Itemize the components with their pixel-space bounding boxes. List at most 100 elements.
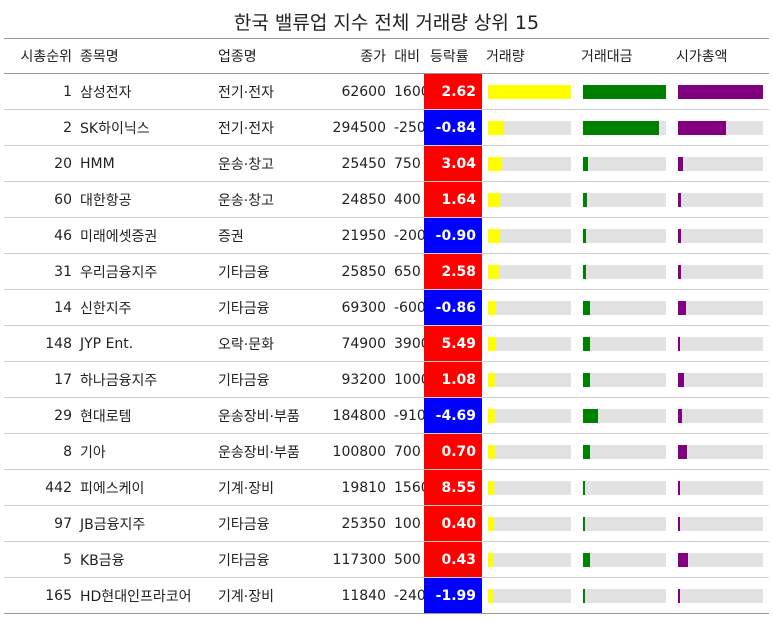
cell-amount <box>577 541 672 578</box>
col-header-amount: 거래대금 <box>577 38 672 74</box>
table-body: 1삼성전자전기·전자6260016002.622SK하이닉스전기·전자29450… <box>4 73 769 614</box>
volume-bar <box>488 192 501 207</box>
marketcap-bar <box>678 588 680 603</box>
amount-bar-track <box>583 264 666 279</box>
table-row: 31 우리금융지주 기타금융 25850 650 2.58 <box>4 253 769 290</box>
volume-bar-track <box>488 480 571 495</box>
amount-bar-track <box>583 156 666 171</box>
amount-bar-track <box>583 228 666 243</box>
cell-diff: 1600 <box>390 73 424 110</box>
volume-bar-track <box>488 516 571 531</box>
marketcap-bar <box>678 120 726 135</box>
cell-marketcap <box>672 109 769 146</box>
cell-volume <box>482 505 577 542</box>
table-row: 5 KB금융 기타금융 117300 500 0.43 <box>4 541 769 578</box>
amount-bar-track <box>583 336 666 351</box>
volume-bar <box>488 516 494 531</box>
cell-close: 294500 <box>322 109 390 146</box>
marketcap-bar-track <box>678 480 763 495</box>
cell-rank: 1 <box>4 73 76 110</box>
volume-bar-track <box>488 588 571 603</box>
cell-amount <box>577 73 672 110</box>
cell-rank: 17 <box>4 361 76 398</box>
amount-bar <box>583 120 660 135</box>
amount-bar-track <box>583 444 666 459</box>
marketcap-bar-track <box>678 336 763 351</box>
volume-bar-track <box>488 120 571 135</box>
cell-volume <box>482 109 577 146</box>
amount-bar-track <box>583 372 666 387</box>
col-header-name: 종목명 <box>76 38 214 74</box>
cell-diff: 750 <box>390 145 424 182</box>
cell-sector: 기타금융 <box>214 361 322 398</box>
cell-rate: 2.58 <box>424 253 482 290</box>
amount-bar <box>583 552 590 567</box>
volume-bar <box>488 372 496 387</box>
cell-marketcap <box>672 145 769 182</box>
cell-close: 21950 <box>322 217 390 254</box>
cell-amount <box>577 325 672 362</box>
cell-marketcap <box>672 361 769 398</box>
cell-amount <box>577 181 672 218</box>
cell-name: 현대로템 <box>76 397 214 434</box>
data-table: 시총순위 종목명 업종명 종가 대비 등락률 거래량 거래대금 시가총액 1 삼성… <box>4 38 769 614</box>
cell-close: 19810 <box>322 469 390 506</box>
cell-rate: 2.62 <box>424 73 482 110</box>
marketcap-bar-track <box>678 156 763 171</box>
marketcap-bar-track <box>678 120 763 135</box>
cell-name: 대한항공 <box>76 181 214 218</box>
cell-marketcap <box>672 217 769 254</box>
volume-bar <box>488 588 493 603</box>
cell-sector: 기타금융 <box>214 253 322 290</box>
cell-close: 74900 <box>322 325 390 362</box>
volume-bar-track <box>488 156 571 171</box>
cell-close: 25350 <box>322 505 390 542</box>
table-row: 17하나금융지주기타금융9320010001.08 <box>4 361 769 398</box>
cell-name: 삼성전자 <box>76 73 214 110</box>
cell-name: SK하이닉스 <box>76 109 214 146</box>
marketcap-bar-track <box>678 444 763 459</box>
cell-diff: 500 <box>390 541 424 578</box>
cell-sector: 오락·문화 <box>214 325 322 362</box>
cell-marketcap <box>672 325 769 362</box>
cell-name: JB금융지주 <box>76 505 214 542</box>
cell-volume <box>482 433 577 470</box>
cell-name: KB금융 <box>76 541 214 578</box>
marketcap-bar <box>678 444 688 459</box>
volume-bar <box>488 552 493 567</box>
cell-volume <box>482 577 577 614</box>
cell-rate: -0.86 <box>424 289 482 326</box>
amount-bar <box>583 336 590 351</box>
cell-close: 25850 <box>322 253 390 290</box>
amount-bar-track <box>583 516 666 531</box>
cell-diff: -240 <box>390 577 424 614</box>
cell-amount <box>577 109 672 146</box>
cell-sector: 기계·장비 <box>214 577 322 614</box>
amount-bar <box>583 264 587 279</box>
col-header-marketcap: 시가총액 <box>672 38 769 74</box>
cell-volume <box>482 361 577 398</box>
amount-bar <box>583 156 588 171</box>
table-row: 46 미래에셋증권 증권 21950 -200 -0.90 <box>4 217 769 254</box>
volume-bar <box>488 264 499 279</box>
cell-volume <box>482 325 577 362</box>
cell-close: 100800 <box>322 433 390 470</box>
cell-amount <box>577 145 672 182</box>
cell-sector: 운송·창고 <box>214 145 322 182</box>
cell-volume <box>482 469 577 506</box>
marketcap-bar-track <box>678 408 763 423</box>
amount-bar-track <box>583 480 666 495</box>
amount-bar <box>583 84 666 99</box>
cell-close: 24850 <box>322 181 390 218</box>
cell-rate: 0.40 <box>424 505 482 542</box>
marketcap-bar-track <box>678 84 763 99</box>
cell-rank: 165 <box>4 577 76 614</box>
cell-marketcap <box>672 181 769 218</box>
cell-marketcap <box>672 577 769 614</box>
cell-rate: 0.43 <box>424 541 482 578</box>
volume-bar-track <box>488 300 571 315</box>
cell-marketcap <box>672 397 769 434</box>
marketcap-bar <box>678 480 680 495</box>
